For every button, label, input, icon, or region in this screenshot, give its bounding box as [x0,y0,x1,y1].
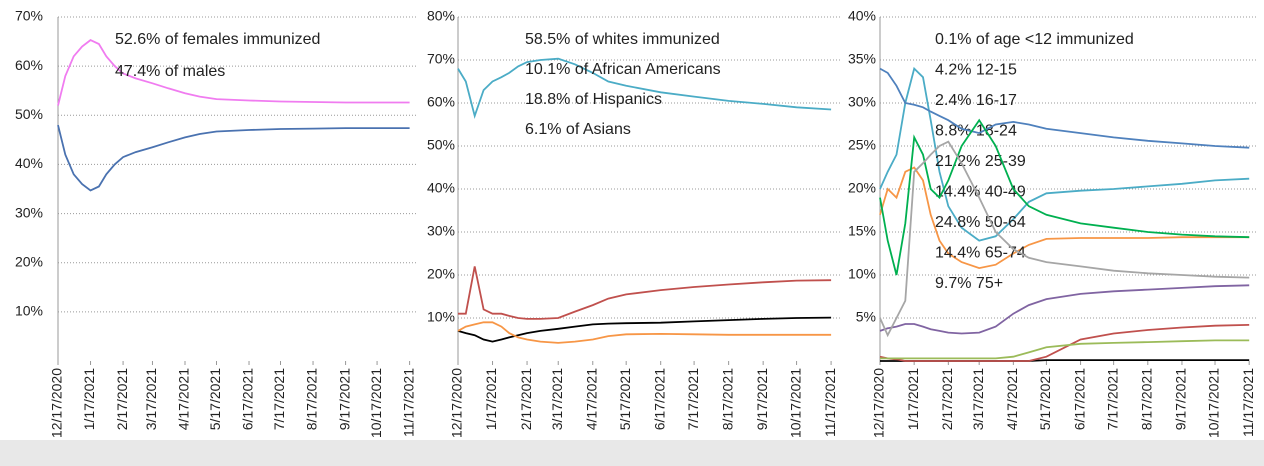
series-line [879,118,1250,276]
y-tick-label: 20% [427,266,455,282]
y-tick-label: 40% [848,8,876,24]
series-label: 10.1% of African Americans [525,61,721,78]
y-tick-label: 10% [848,266,876,282]
x-tick-label: 4/17/2021 [583,368,599,430]
y-tick-label: 30% [15,204,43,220]
x-tick-label: 8/17/2021 [1138,368,1154,430]
x-tick-label: 9/17/2021 [754,368,770,430]
y-tick-label: 15% [848,223,876,239]
x-tick-label: 7/17/2021 [1104,368,1120,430]
series-label: 2.4% 16-17 [935,92,1017,109]
y-tick-label: 30% [848,94,876,110]
series-line [880,339,1250,360]
series-label: 58.5% of whites immunized [525,31,720,48]
series-line [57,124,410,192]
x-tick-label: 1/17/2021 [81,368,97,430]
y-tick-label: 80% [427,8,455,24]
x-tick-label: 11/17/2021 [1240,368,1256,437]
y-tick-label: 25% [848,137,876,153]
y-tick-label: 20% [15,253,43,269]
footer-band [0,440,1264,466]
x-tick-label: 2/17/2021 [518,368,534,430]
y-tick-label: 50% [427,137,455,153]
x-tick-label: 9/17/2021 [336,368,352,430]
series-line [457,321,832,344]
x-tick-label: 12/17/2020 [449,368,465,438]
x-tick-label: 8/17/2021 [719,368,735,430]
y-tick-label: 5% [856,309,876,325]
x-tick-label: 2/17/2021 [114,368,130,430]
series-label: 8.8% 18-24 [935,123,1017,140]
x-tick-label: 3/17/2021 [549,368,565,430]
y-tick-label: 35% [848,51,876,67]
x-tick-label: 5/17/2021 [617,368,633,430]
series-label: 14.4% 65-74 [935,245,1026,262]
x-tick-label: 6/17/2021 [240,368,256,430]
series-line [57,39,410,106]
x-tick-label: 12/17/2020 [49,368,65,438]
series-line [879,284,1250,335]
x-tick-label: 4/17/2021 [1004,368,1020,430]
series-line [879,324,1250,362]
series-label: 14.4% 40-49 [935,184,1026,201]
y-tick-label: 60% [15,57,43,73]
x-tick-label: 6/17/2021 [651,368,667,430]
x-tick-label: 3/17/2021 [970,368,986,430]
x-tick-label: 7/17/2021 [685,368,701,430]
x-tick-label: 7/17/2021 [271,368,287,430]
x-tick-label: 12/17/2020 [871,368,887,438]
x-tick-label: 10/17/2021 [787,368,803,438]
x-tick-label: 6/17/2021 [1071,368,1087,430]
x-tick-label: 10/17/2021 [368,368,384,438]
x-tick-label: 2/17/2021 [939,368,955,430]
x-tick-label: 11/17/2021 [400,368,416,437]
x-tick-label: 1/17/2021 [905,368,921,430]
series-label: 18.8% of Hispanics [525,91,662,108]
x-tick-label: 4/17/2021 [176,368,192,430]
series-label: 24.8% 50-64 [935,214,1026,231]
series-label: 9.7% 75+ [935,275,1003,292]
y-tick-label: 20% [848,180,876,196]
series-line [879,67,1250,149]
y-tick-label: 70% [15,8,43,24]
x-tick-label: 1/17/2021 [483,368,499,430]
x-tick-label: 8/17/2021 [304,368,320,430]
y-tick-label: 40% [427,180,455,196]
x-tick-label: 9/17/2021 [1173,368,1189,430]
series-label: 52.6% of females immunized [115,31,320,48]
y-tick-label: 50% [15,106,43,122]
y-tick-label: 30% [427,223,455,239]
y-tick-label: 10% [15,303,43,319]
series-line [457,316,832,343]
y-tick-label: 10% [427,309,455,325]
x-tick-label: 5/17/2021 [207,368,223,430]
series-label: 4.2% 12-15 [935,62,1017,79]
series-label: 21.2% 25-39 [935,153,1026,170]
x-tick-label: 11/17/2021 [822,368,838,437]
series-line [879,66,1250,242]
series-label: 47.4% of males [115,63,225,80]
series-line [457,57,832,120]
series-line [458,266,832,320]
x-tick-label: 10/17/2021 [1206,368,1222,438]
series-line [879,166,1250,270]
y-tick-label: 40% [15,155,43,171]
y-tick-label: 70% [427,51,455,67]
series-label: 0.1% of age <12 immunized [935,31,1134,48]
y-tick-label: 60% [427,94,455,110]
x-tick-label: 3/17/2021 [143,368,159,430]
x-tick-label: 5/17/2021 [1037,368,1053,430]
series-line [879,140,1250,338]
series-label: 6.1% of Asians [525,121,631,138]
